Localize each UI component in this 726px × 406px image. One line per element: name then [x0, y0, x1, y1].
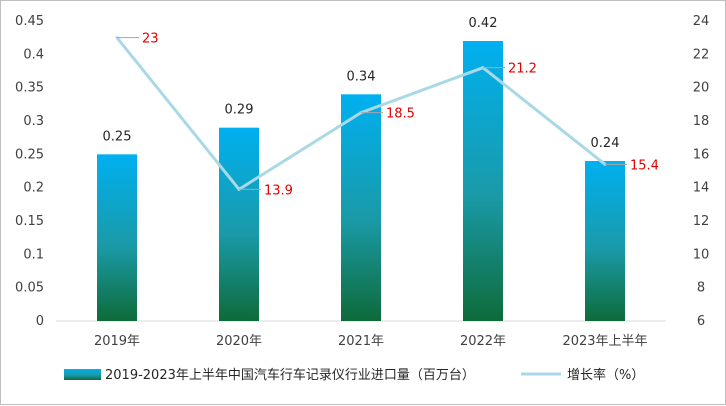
legend: 2019-2023年上半年中国汽车行车记录仪行业进口量（百万台） 增长率（%）	[64, 367, 644, 383]
left-axis: 0 0.05 0.1 0.15 0.2 0.25 0.3 0.35 0.4 0.45	[15, 14, 44, 329]
left-tick-label: 0.45	[15, 14, 44, 29]
rate-value-label: 18.5	[386, 107, 415, 122]
x-axis: 2019年 2020年 2021年 2022年 2023年上半年	[94, 334, 648, 349]
bar	[341, 94, 381, 321]
right-tick-label: 8	[697, 281, 705, 296]
right-axis: 6 8 10 12 14 16 18 20 22 24	[693, 14, 710, 329]
left-tick-label: 0.1	[23, 247, 44, 262]
bar	[219, 127, 259, 322]
left-tick-label: 0.4	[23, 47, 44, 62]
right-tick-label: 16	[693, 147, 710, 162]
bar-value-label: 0.24	[591, 136, 620, 151]
category-label: 2019年	[94, 334, 140, 349]
category-label: 2021年	[338, 334, 384, 349]
right-tick-label: 14	[693, 181, 710, 196]
bar-value-label: 0.25	[103, 129, 132, 144]
bar	[585, 161, 625, 321]
bar-value-label: 0.34	[347, 69, 376, 84]
rate-value-label: 15.4	[630, 158, 659, 173]
legend-bar-label: 2019-2023年上半年中国汽车行车记录仪行业进口量（百万台）	[105, 367, 475, 383]
right-tick-label: 20	[693, 81, 710, 96]
legend-line-label: 增长率（%）	[567, 367, 644, 383]
right-tick-label: 24	[693, 14, 710, 29]
right-tick-label: 22	[693, 47, 710, 62]
left-tick-label: 0.05	[15, 281, 44, 296]
left-tick-label: 0.25	[15, 147, 44, 162]
right-tick-label: 6	[697, 314, 705, 329]
bar	[463, 41, 503, 321]
line-series: 23 13.9 18.5 21.2 15.4	[115, 32, 659, 198]
left-tick-label: 0.3	[23, 114, 44, 129]
rate-value-label: 23	[142, 32, 159, 47]
right-tick-label: 12	[693, 214, 710, 229]
rate-value-label: 21.2	[508, 62, 537, 77]
left-tick-label: 0.15	[15, 214, 44, 229]
bar	[97, 154, 137, 321]
bar-value-label: 0.42	[469, 16, 498, 31]
left-tick-label: 0.2	[23, 181, 44, 196]
category-label: 2020年	[216, 334, 262, 349]
left-tick-label: 0	[36, 314, 44, 329]
rate-value-label: 13.9	[264, 183, 293, 198]
legend-bar-swatch	[64, 369, 101, 380]
category-label: 2023年上半年	[562, 334, 647, 349]
left-tick-label: 0.35	[15, 81, 44, 96]
category-label: 2022年	[460, 334, 506, 349]
right-tick-label: 18	[693, 114, 710, 129]
bar-value-label: 0.29	[225, 103, 254, 118]
bar-series: 0.25 0.29 0.34 0.42 0.24	[97, 16, 625, 322]
right-tick-label: 10	[693, 247, 710, 262]
